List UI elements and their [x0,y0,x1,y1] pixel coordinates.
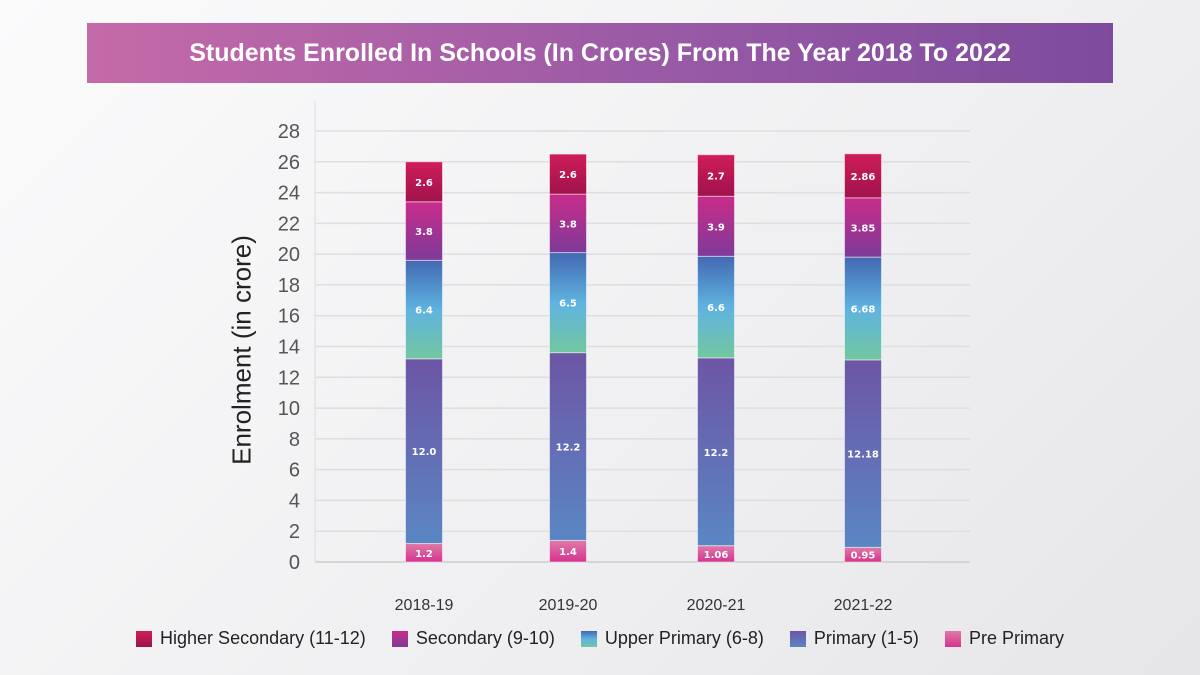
data-label: 2.6 [415,178,433,189]
y-tick-label: 24 [278,183,300,205]
data-label: 12.2 [704,448,729,459]
bar-segment [405,201,443,261]
y-tick-label: 10 [278,398,300,420]
data-label: 3.8 [415,227,433,238]
data-label: 12.18 [847,450,879,461]
legend-item: Upper Primary (6-8) [580,628,764,649]
bar-segment [697,255,735,359]
y-tick-label: 16 [278,306,300,328]
bar-segment [405,259,443,360]
data-label: 0.95 [851,551,876,562]
data-label: 3.9 [707,222,725,233]
data-label: 6.68 [851,304,876,315]
bar-segment [549,252,587,354]
legend-swatch [944,630,961,647]
bar-segment [697,357,735,547]
x-tick-label: 2018-19 [395,597,454,614]
bar-segment [844,359,882,548]
legend-swatch [789,630,806,647]
y-tick-label: 0 [289,552,300,574]
y-tick-label: 18 [278,275,300,297]
y-tick-label: 4 [289,490,300,512]
chart-title: Students Enrolled In Schools (In Crores)… [87,23,1113,83]
x-tick-label: 2019-20 [539,597,598,614]
legend-item: Primary (1-5) [789,628,919,649]
bar-segment [549,352,587,541]
legend-item: Pre Primary [944,628,1064,649]
legend-label: Upper Primary (6-8) [604,628,764,648]
bar-segment [697,195,735,257]
legend-item: Secondary (9-10) [391,628,555,649]
bar-segment [844,153,882,199]
bar-segment [844,197,882,258]
data-label: 2.86 [851,172,876,183]
data-label: 1.4 [559,547,577,558]
data-label: 6.4 [415,306,433,317]
y-tick-label: 14 [278,337,300,359]
bar-segment [697,154,735,197]
data-label: 6.5 [559,299,577,310]
data-label: 1.06 [704,550,729,561]
y-tick-label: 2 [289,521,300,543]
data-label: 12.2 [556,443,581,454]
data-label: 1.2 [415,549,433,560]
y-tick-label: 8 [289,429,300,451]
legend-swatch [580,630,597,647]
data-label: 2.6 [559,170,577,181]
data-label: 3.85 [851,223,876,234]
y-tick-label: 20 [278,244,300,266]
x-tick-label: 2020-21 [687,597,746,614]
legend-swatch [391,630,408,647]
legend-swatch [136,630,153,647]
y-tick-label: 12 [278,367,300,389]
data-label: 6.6 [707,303,725,314]
legend-label: Secondary (9-10) [415,628,555,648]
x-tick-label: 2021-22 [834,597,893,614]
data-label: 3.8 [559,219,577,230]
legend-label: Higher Secondary (11-12) [160,628,366,648]
y-tick-label: 22 [278,213,300,235]
bar-segment [549,153,587,195]
legend-item: Higher Secondary (11-12) [136,628,366,649]
bar-segment [405,161,443,203]
bar-segment [844,256,882,361]
data-label: 12.0 [412,447,437,458]
bar-segment [549,193,587,254]
data-label: 2.7 [707,171,725,182]
legend-label: Primary (1-5) [813,628,919,648]
legend-label: Pre Primary [968,628,1064,648]
legend: Higher Secondary (11-12) Secondary (9-10)… [0,628,1200,649]
y-tick-label: 28 [278,121,300,143]
y-tick-label: 6 [289,460,300,482]
y-tick-label: 26 [278,152,300,174]
